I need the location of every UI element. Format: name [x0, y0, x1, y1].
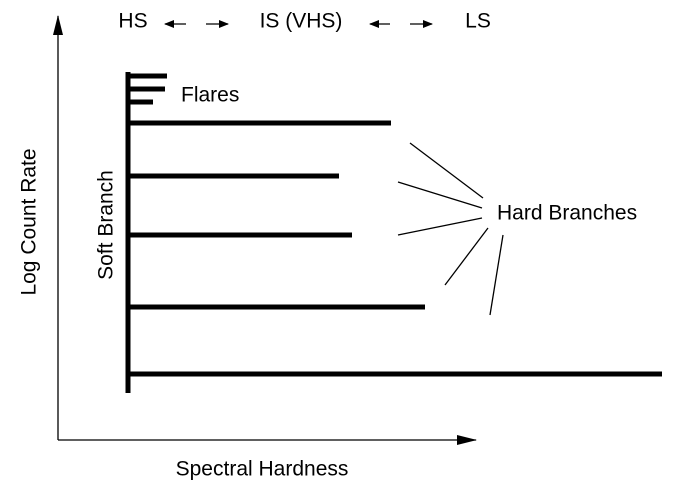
y-axis-label: Log Count Rate — [18, 148, 41, 295]
state-label: LS — [465, 10, 491, 33]
leader-line — [409, 142, 484, 199]
state-label: IS (VHS) — [260, 10, 343, 33]
flares-label: Flares — [181, 84, 239, 107]
leader-line — [444, 227, 489, 286]
hard-branches-label: Hard Branches — [497, 202, 637, 225]
leader-line — [397, 217, 483, 236]
leader-line — [489, 234, 504, 316]
soft-branch-label: Soft Branch — [95, 170, 118, 280]
x-axis-label: Spectral Hardness — [176, 458, 349, 481]
state-label: HS — [118, 10, 147, 33]
leader-line — [397, 181, 483, 209]
